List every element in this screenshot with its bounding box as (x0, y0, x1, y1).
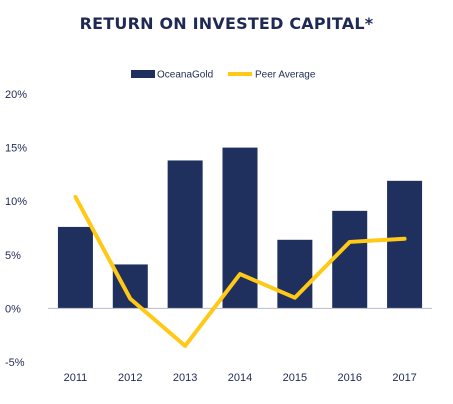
y-tick-label: -5% (5, 357, 25, 369)
bar-oceanagold-2013 (167, 160, 203, 309)
bar-oceanagold-2011 (57, 226, 93, 309)
y-tick-label: 5% (5, 250, 21, 262)
x-tick-label: 2011 (64, 372, 88, 384)
y-tick-label: 0% (5, 303, 21, 315)
bar-oceanagold-2012 (112, 264, 148, 309)
bar-series (57, 147, 423, 309)
x-tick-label: 2016 (337, 372, 361, 384)
y-tick-label: 15% (5, 143, 27, 155)
y-axis: -5% 0% 5% 10% 15% 20% (5, 89, 27, 369)
bar-oceanagold-2017 (387, 180, 423, 309)
x-tick-label: 2014 (228, 372, 252, 384)
legend-label-peer-average: Peer Average (255, 70, 316, 81)
bar-oceanagold-2016 (332, 210, 368, 309)
legend-swatch-oceanagold (131, 70, 155, 78)
chart-legend: OceanaGold Peer Average (131, 70, 316, 81)
x-tick-label: 2015 (283, 372, 307, 384)
y-tick-label: 20% (5, 89, 27, 101)
bar-oceanagold-2014 (222, 147, 258, 309)
x-tick-label: 2017 (392, 372, 416, 384)
line-series (73, 194, 407, 348)
y-tick-label: 10% (5, 196, 27, 208)
chart-title: RETURN ON INVESTED CAPITAL* (79, 14, 374, 33)
x-axis: 2011 2012 2013 2014 2015 2016 2017 (64, 372, 417, 384)
x-tick-label: 2013 (173, 372, 197, 384)
x-tick-label: 2012 (118, 372, 142, 384)
legend-label-oceanagold: OceanaGold (157, 70, 213, 81)
